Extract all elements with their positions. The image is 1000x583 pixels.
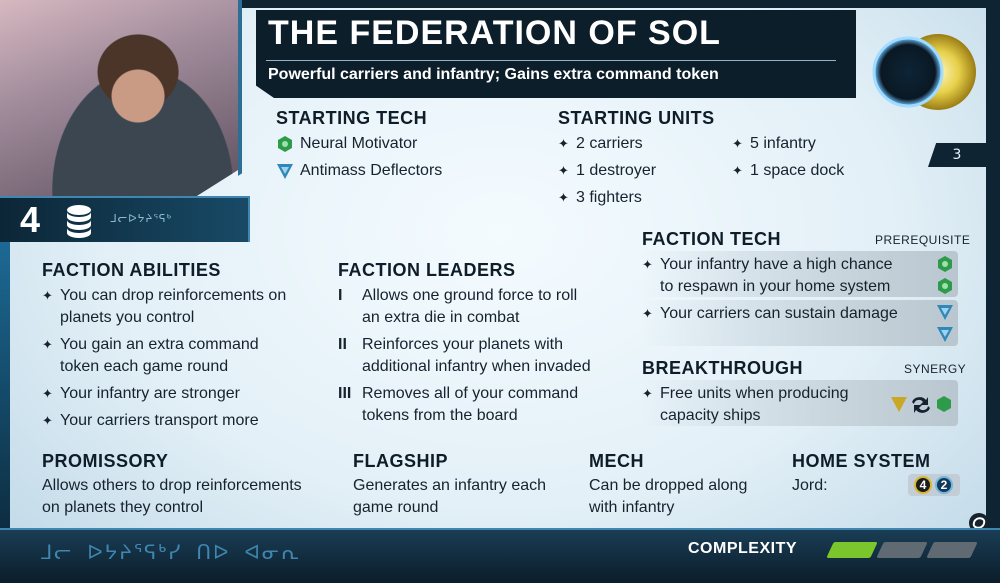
- faction-ability-cont: planets you control: [60, 309, 195, 326]
- star-bullet-icon: ✦: [642, 257, 653, 272]
- starting-tech-item: Neural Motivator: [300, 135, 418, 152]
- faction-leaders-title: FACTION LEADERS: [338, 260, 516, 280]
- propulsion-tech-icon: [937, 305, 953, 320]
- starting-unit: ✦ 1 destroyer: [558, 160, 656, 182]
- breakthrough-text: ✦ Free units when producing: [642, 383, 849, 405]
- star-bullet-icon: ✦: [558, 136, 569, 151]
- faction-ability: ✦ Your infantry are stronger: [42, 383, 240, 405]
- flagship-text: Generates an infantry each: [353, 477, 547, 494]
- star-bullet-icon: ✦: [42, 337, 53, 352]
- faction-subtitle: Powerful carriers and infantry; Gains ex…: [268, 66, 719, 83]
- faction-tech-item: ✦ Your infantry have a high chance: [642, 254, 892, 276]
- alien-script-decoration: ᒧᓕᐅᔭᔨᕐᕋᒃ: [110, 212, 173, 225]
- title-divider: [266, 60, 836, 61]
- faction-leader: I Allows one ground force to roll: [338, 285, 577, 307]
- faction-abilities-title: FACTION ABILITIES: [42, 260, 221, 280]
- starting-unit: ✦ 5 infantry: [732, 133, 816, 155]
- faction-tech-title: FACTION TECH: [642, 229, 781, 249]
- card-frame-top: [0, 0, 1000, 8]
- biotic-tech-icon: [938, 278, 952, 294]
- prerequisite-label: PREREQUISITE: [875, 233, 971, 247]
- star-bullet-icon: ✦: [642, 386, 653, 401]
- star-bullet-icon: ✦: [732, 136, 743, 151]
- leader-portrait: [0, 0, 238, 200]
- commodity-panel: [0, 196, 250, 242]
- starting-tech-item: Antimass Deflectors: [300, 162, 443, 179]
- leader-rank: III: [338, 385, 352, 402]
- promissory-text-cont: on planets they control: [42, 499, 203, 516]
- starting-unit: ✦ 2 carriers: [558, 133, 643, 155]
- leader-rank: I: [338, 287, 343, 304]
- faction-leader: III Removes all of your command: [338, 383, 578, 405]
- star-bullet-icon: ✦: [42, 288, 53, 303]
- faction-tech-row-bg: [640, 300, 958, 346]
- mech-text: Can be dropped along: [589, 477, 748, 494]
- mech-title: MECH: [589, 451, 644, 471]
- propulsion-tech-icon: [277, 164, 293, 179]
- faction-leader-cont: tokens from the board: [362, 407, 518, 424]
- faction-ability: ✦ You can drop reinforcements on: [42, 285, 286, 307]
- faction-ability-cont: token each game round: [60, 358, 229, 375]
- home-system-title: HOME SYSTEM: [792, 451, 931, 471]
- star-bullet-icon: ✦: [42, 386, 53, 401]
- promissory-title: PROMISSORY: [42, 451, 169, 471]
- faction-leader-cont: additional infantry when invaded: [362, 358, 591, 375]
- resources-value: 4: [914, 476, 932, 494]
- star-bullet-icon: ✦: [732, 163, 743, 178]
- starting-units-title: STARTING UNITS: [558, 108, 715, 128]
- promissory-text: Allows others to drop reinforcements: [42, 477, 302, 494]
- flagship-text-cont: game round: [353, 499, 439, 516]
- flagship-title: FLAGSHIP: [353, 451, 449, 471]
- starting-unit: ✦ 3 fighters: [558, 187, 642, 209]
- faction-tech-item-cont: to respawn in your home system: [660, 278, 891, 295]
- star-bullet-icon: ✦: [558, 190, 569, 205]
- page-number: 3: [928, 143, 986, 167]
- faction-ability: ✦ You gain an extra command: [42, 334, 259, 356]
- starting-tech-title: STARTING TECH: [276, 108, 428, 128]
- complexity-bar: [926, 542, 978, 558]
- card-frame-left: [0, 240, 10, 540]
- commodity-value: 4: [20, 199, 41, 240]
- mech-text-cont: with infantry: [589, 499, 675, 516]
- faction-tech-row-bg: [640, 251, 958, 297]
- alien-script-footer: ᒧᓕ ᐅᔭᔨᕐᕋᒃᓯ ᑎᐅ ᐊᓂᕆ: [40, 540, 302, 564]
- complexity-bar: [876, 542, 928, 558]
- home-planet-name: Jord:: [792, 477, 828, 494]
- synergy-icon: [891, 396, 951, 413]
- influence-value: 2: [935, 476, 953, 494]
- biotic-tech-icon: [938, 256, 952, 272]
- commodity-stack-icon: [67, 205, 91, 238]
- star-bullet-icon: ✦: [42, 413, 53, 428]
- propulsion-tech-icon: [937, 327, 953, 342]
- breakthrough-row-bg: [640, 380, 958, 426]
- faction-leader: II Reinforces your planets with: [338, 334, 563, 356]
- portrait-border: [0, 0, 242, 204]
- sol-faction-icon: [872, 34, 976, 110]
- breakthrough-title: BREAKTHROUGH: [642, 358, 803, 378]
- leader-rank: II: [338, 336, 347, 353]
- title-bar: [256, 10, 856, 98]
- synergy-label: SYNERGY: [904, 362, 967, 376]
- faction-title: THE FEDERATION OF SOL: [268, 14, 721, 52]
- card-frame-right: [986, 0, 1000, 583]
- star-bullet-icon: ✦: [558, 163, 569, 178]
- complexity-bar: [826, 542, 878, 558]
- faction-tech-item: ✦ Your carriers can sustain damage: [642, 303, 898, 325]
- starting-unit: ✦ 1 space dock: [732, 160, 844, 182]
- faction-ability: ✦ Your carriers transport more: [42, 410, 259, 432]
- breakthrough-text-cont: capacity ships: [660, 407, 761, 424]
- faction-leader-cont: an extra die in combat: [362, 309, 520, 326]
- complexity-label: COMPLEXITY: [688, 540, 798, 557]
- biotic-tech-icon: [278, 136, 292, 152]
- star-bullet-icon: ✦: [642, 306, 653, 321]
